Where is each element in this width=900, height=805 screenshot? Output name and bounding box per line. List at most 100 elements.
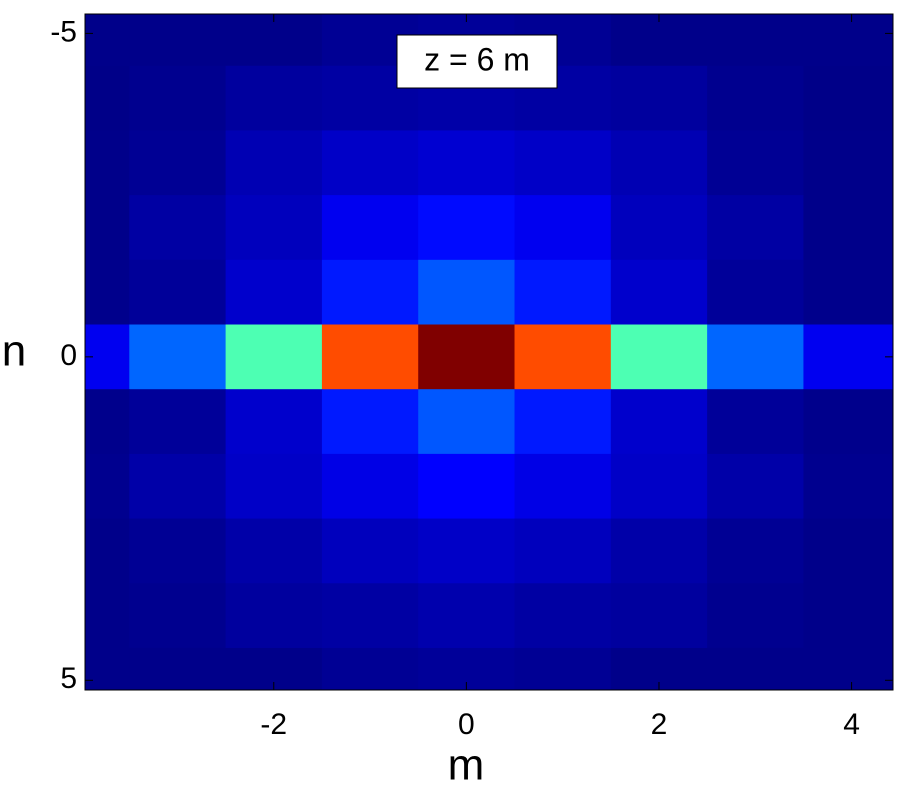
y-tick-label: -5: [50, 15, 77, 48]
heatmap-cell: [803, 65, 893, 131]
heatmap-cell: [321, 518, 419, 584]
heatmap-cell: [610, 14, 708, 67]
heatmap-cell: [803, 195, 893, 261]
heatmap-cell: [803, 647, 893, 690]
heatmap-cell: [707, 324, 804, 390]
heatmap-cell: [418, 195, 516, 261]
heatmap-cell: [610, 195, 708, 261]
heatmap-cell: [129, 65, 227, 131]
heatmap-cell: [610, 518, 708, 584]
plot-frame: [84, 13, 894, 691]
heatmap-cell: [707, 453, 804, 520]
heatmap-cell: [803, 324, 893, 390]
heatmap-cell: [225, 583, 323, 649]
heatmap-cell: [803, 518, 893, 584]
heatmap-cell: [610, 324, 708, 390]
x-axis-label: m: [448, 741, 485, 790]
heatmap-cell: [129, 583, 227, 649]
heatmap-cell: [129, 453, 227, 520]
heatmap-cell: [418, 130, 516, 196]
heatmap-cell: [803, 130, 893, 196]
heatmap-cell: [321, 453, 419, 520]
heatmap-cell: [803, 389, 893, 455]
heatmap-cell: [85, 65, 130, 131]
heatmap-cell: [225, 453, 323, 520]
heatmap-cell: [85, 583, 130, 649]
y-tick-label: 0: [60, 339, 77, 372]
heatmap-cell: [610, 65, 708, 131]
heatmap-cell: [129, 14, 227, 67]
heatmap-cell: [129, 130, 227, 196]
heatmap-cell: [321, 647, 419, 690]
heatmap-cell: [803, 14, 893, 67]
annotation-box: [396, 34, 558, 89]
heatmap-cell: [418, 518, 516, 584]
heatmap-cell: [514, 647, 612, 690]
y-tick-label: 5: [60, 662, 77, 695]
heatmap: [85, 14, 893, 690]
heatmap-cell: [225, 195, 323, 261]
heatmap-cell: [321, 195, 419, 261]
heatmap-cell: [129, 389, 227, 455]
heatmap-cell: [803, 583, 893, 649]
x-tick-label: -2: [260, 708, 287, 741]
heatmap-cell: [85, 259, 130, 326]
heatmap-cell: [610, 130, 708, 196]
heatmap-cell: [610, 259, 708, 326]
heatmap-cell: [514, 453, 612, 520]
heatmap-cell: [225, 14, 323, 67]
heatmap-cell: [610, 583, 708, 649]
heatmap-cell: [321, 389, 419, 455]
heatmap-cell: [514, 195, 612, 261]
heatmap-cell: [85, 14, 130, 67]
heatmap-cell: [707, 389, 804, 455]
heatmap-cell: [803, 453, 893, 520]
heatmap-cell: [514, 130, 612, 196]
heatmap-cell: [129, 259, 227, 326]
heatmap-cell: [707, 647, 804, 690]
heatmap-cell: [85, 518, 130, 584]
heatmap-cell: [85, 195, 130, 261]
heatmap-cell: [321, 130, 419, 196]
heatmap-cell: [418, 259, 516, 326]
heatmap-cell: [85, 647, 130, 690]
heatmap-cell: [225, 647, 323, 690]
heatmap-cell: [418, 583, 516, 649]
heatmap-cell: [225, 518, 323, 584]
heatmap-cell: [707, 259, 804, 326]
heatmap-cell: [610, 389, 708, 455]
heatmap-cell: [707, 65, 804, 131]
heatmap-cell: [85, 389, 130, 455]
heatmap-cell: [610, 647, 708, 690]
heatmap-cell: [707, 518, 804, 584]
heatmap-cell: [85, 453, 130, 520]
heatmap-cell: [418, 453, 516, 520]
heatmap-cell: [321, 324, 419, 390]
heatmap-cell: [321, 583, 419, 649]
x-tick-label: 4: [843, 708, 860, 741]
heatmap-cell: [610, 453, 708, 520]
heatmap-cell: [129, 518, 227, 584]
heatmap-cell: [321, 259, 419, 326]
heatmap-cell: [514, 324, 612, 390]
heatmap-cell: [129, 647, 227, 690]
heatmap-cell: [85, 324, 130, 390]
heatmap-cell: [129, 324, 227, 390]
heatmap-cell: [514, 583, 612, 649]
heatmap-cell: [225, 389, 323, 455]
heatmap-cell: [225, 324, 323, 390]
heatmap-cell: [85, 130, 130, 196]
x-tick-label: 0: [458, 708, 475, 741]
heatmap-cell: [225, 65, 323, 131]
heatmap-cell: [514, 259, 612, 326]
heatmap-cell: [225, 259, 323, 326]
heatmap-cell: [418, 647, 516, 690]
heatmap-cell: [803, 259, 893, 326]
heatmap-cell: [707, 195, 804, 261]
annotation: z = 6 m: [424, 41, 530, 77]
heatmap-cell: [707, 583, 804, 649]
heatmap-cell: [707, 130, 804, 196]
y-axis-label: n: [2, 327, 26, 376]
heatmap-cell: [514, 518, 612, 584]
